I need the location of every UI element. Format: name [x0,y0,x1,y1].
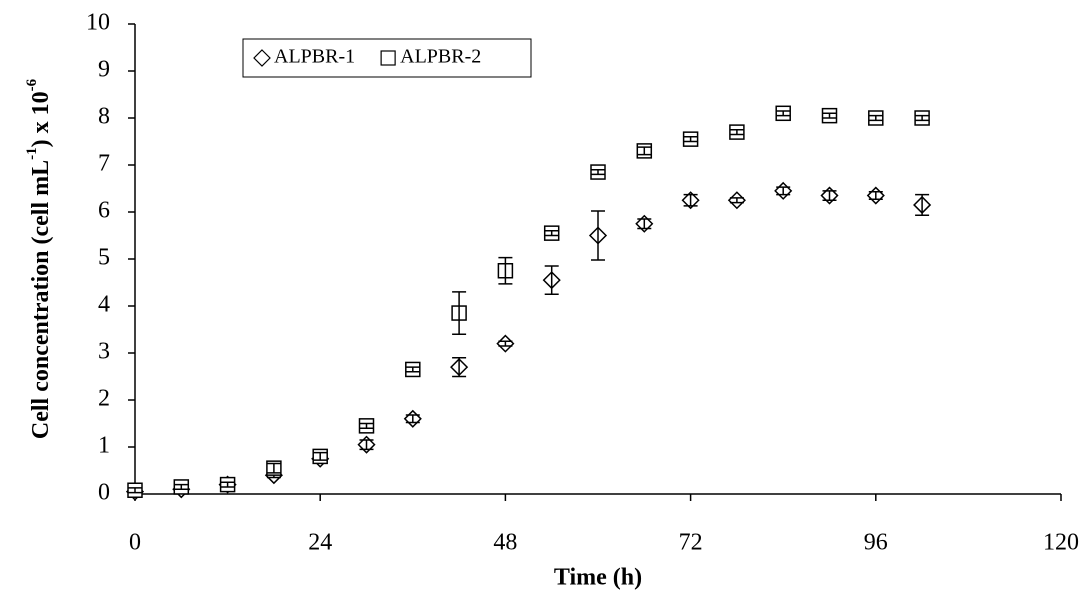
error-bar [591,210,605,261]
error-bar [359,422,374,429]
error-bar [452,291,467,335]
error-bar [266,462,281,474]
y-tick-label: 7 [98,151,110,177]
error-bar [174,483,189,491]
y-tick-label: 8 [98,104,110,130]
error-bar [729,129,744,136]
x-tick-label: 72 [679,530,703,556]
y-tick-label: 6 [98,198,110,224]
error-bar [683,136,698,143]
y-axis-title-sup: -1 [24,147,40,160]
x-tick-label: 0 [129,530,141,556]
error-bar [359,439,374,451]
legend-label: ALPBR-2 [400,46,481,68]
error-bar [405,414,420,424]
y-tick-label: 9 [98,57,110,83]
error-bar [498,256,513,285]
error-bar [637,218,652,230]
error-bar [313,451,328,461]
y-tick-label: 10 [86,10,110,36]
y-axis-title-part: Cell concentration (cell mL [28,160,54,439]
y-axis-title-sup: -6 [24,78,40,91]
error-bar [868,114,883,122]
error-bar [915,193,930,217]
error-bar [822,190,837,201]
error-bar [637,146,652,156]
error-bar [544,230,559,237]
y-tick-label: 2 [98,386,110,412]
error-bar [683,193,698,207]
legend-label: ALPBR-1 [274,46,355,68]
error-bar [776,110,791,117]
x-tick-label: 96 [864,530,888,556]
error-bar [776,186,791,196]
y-tick-label: 1 [98,433,110,459]
error-bar [729,197,744,204]
error-bar [915,114,930,122]
error-bar [868,191,883,201]
marker [253,49,271,67]
error-bar [128,487,142,494]
error-bar [405,366,420,373]
error-bar [822,112,837,119]
y-tick-label: 3 [98,339,110,365]
x-tick-label: 120 [1043,530,1079,556]
x-tick-label: 24 [308,530,332,556]
x-tick-label: 48 [493,530,517,556]
y-tick-label: 5 [98,245,110,271]
y-tick-label: 4 [98,292,110,318]
marker [380,50,396,66]
error-bar [220,481,235,488]
y-axis-title: Cell concentration (cell mL-1) x 10-6 [24,78,53,439]
error-bar [591,168,605,176]
x-axis-title: Time (h) [554,565,642,591]
error-bar [498,340,513,347]
y-axis-title-part: ) x 10 [28,91,54,147]
error-bar [452,356,467,378]
error-bar [544,265,559,295]
y-tick-label: 0 [98,480,110,506]
